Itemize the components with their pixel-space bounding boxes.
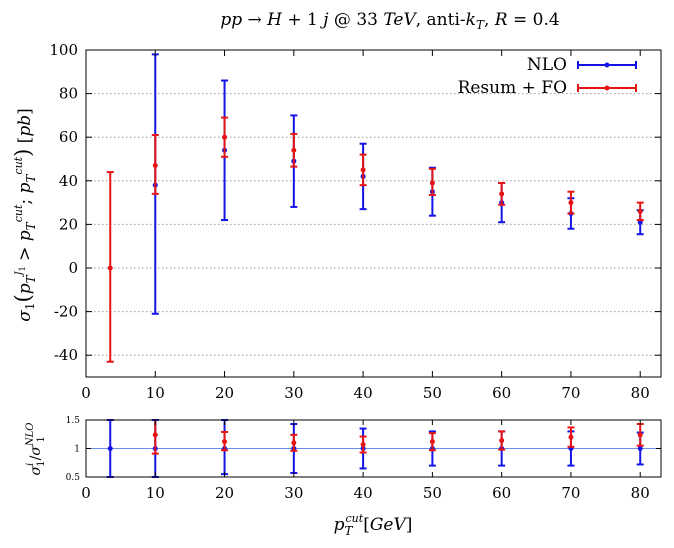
data-point xyxy=(222,439,228,445)
svg-text:σ1(pTJ1 > pTcut; pTcut) [pb]: σ1(pTJ1 > pTcut; pTcut) [pb] xyxy=(11,108,38,321)
data-point xyxy=(107,265,113,271)
legend-swatch-point xyxy=(604,62,610,68)
x-tick-label: 30 xyxy=(284,384,303,402)
data-point xyxy=(152,432,158,438)
data-point xyxy=(429,439,435,445)
y-tick-label: 20 xyxy=(59,215,78,233)
x-tick-label: 60 xyxy=(492,484,511,502)
main-gridlines xyxy=(86,93,661,356)
data-point xyxy=(291,147,297,153)
data-point xyxy=(360,442,366,448)
x-tick-label: 60 xyxy=(492,384,511,402)
x-tick-label: 40 xyxy=(354,384,373,402)
main-y-axis-title: σ1(pTJ1 > pTcut; pTcut) [pb] xyxy=(11,108,38,321)
y-tick-label: 0 xyxy=(68,259,78,277)
legend-swatch-point xyxy=(604,85,610,91)
x-axis-title: pTcut[GeV] xyxy=(334,512,413,538)
legend-label-nlo: NLO xyxy=(527,55,567,75)
y-tick-label: 0.5 xyxy=(66,473,81,483)
data-point xyxy=(360,167,366,173)
x-tick-label: 80 xyxy=(631,384,650,402)
chart-title: pp → H + 1 j @ 33 TeV, anti-kT, R = 0.4 xyxy=(220,10,559,32)
x-tick-label: 70 xyxy=(561,484,580,502)
x-tick-label: 40 xyxy=(354,484,373,502)
legend: NLO Resum + FO xyxy=(458,55,637,98)
legend-label-resum: Resum + FO xyxy=(458,78,567,98)
x-tick-label: 10 xyxy=(146,384,165,402)
x-tick-label: 70 xyxy=(561,384,580,402)
data-point xyxy=(637,446,643,451)
main-axis-ticks: -40 -20 0 20 40 60 80 100 0 10 20 30 40 50 60 70 80 xyxy=(49,41,661,402)
ratio-plot-marks xyxy=(86,419,661,478)
x-tick-label: 20 xyxy=(215,484,234,502)
x-tick-label: 30 xyxy=(284,484,303,502)
data-point xyxy=(222,134,228,140)
x-tick-label: 50 xyxy=(423,384,442,402)
svg-text:σi1/σNLO1: σi1/σNLO1 xyxy=(25,422,47,475)
y-tick-label: 1 xyxy=(74,445,80,455)
data-point xyxy=(429,180,435,186)
main-plot-marks xyxy=(106,53,644,363)
data-point xyxy=(568,434,574,440)
y-tick-label: 40 xyxy=(59,172,78,190)
data-point xyxy=(568,200,574,206)
data-point xyxy=(152,163,158,169)
data-point xyxy=(637,208,643,214)
x-tick-label: 10 xyxy=(146,484,165,502)
y-tick-label: 100 xyxy=(49,41,78,59)
data-point xyxy=(499,191,505,197)
x-tick-label: 0 xyxy=(81,484,91,502)
x-tick-label: 80 xyxy=(631,484,650,502)
ratio-axis-ticks: 0.5 1 1.5 0 10 20 30 40 50 60 70 80 xyxy=(66,416,661,502)
y-tick-label: -20 xyxy=(54,303,78,321)
x-tick-label: 0 xyxy=(81,384,91,402)
data-point xyxy=(107,446,113,451)
data-point xyxy=(637,432,643,438)
y-tick-label: 1.5 xyxy=(66,416,81,426)
y-tick-label: 80 xyxy=(59,85,78,103)
y-tick-label: 60 xyxy=(59,128,78,146)
y-tick-label: -40 xyxy=(54,346,78,364)
x-tick-label: 20 xyxy=(215,384,234,402)
ratio-y-axis-title: σi1/σNLO1 xyxy=(25,422,47,475)
data-point xyxy=(291,440,297,446)
data-point xyxy=(499,438,505,444)
main-plot-frame xyxy=(85,49,662,378)
x-tick-label: 50 xyxy=(423,484,442,502)
